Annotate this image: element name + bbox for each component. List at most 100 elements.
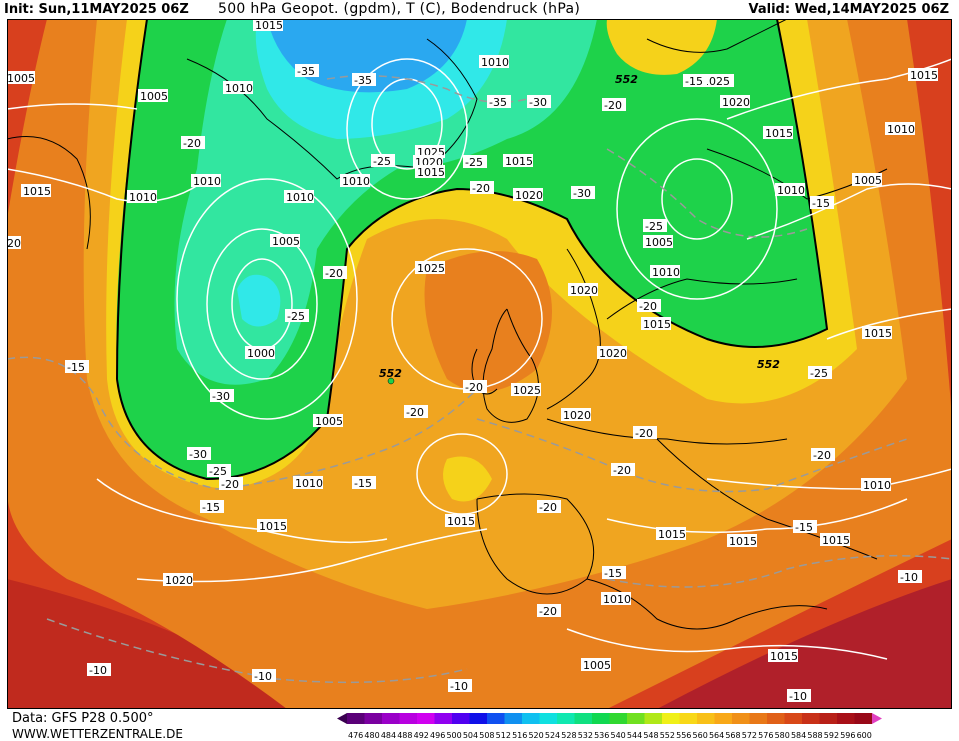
pressure-label: 1015 <box>768 649 798 663</box>
pressure-label-text: 1005 <box>645 236 673 249</box>
colorbar-tick-label: 572 <box>742 731 757 740</box>
pressure-labels: 1015 1005 1010 1015 1010 1005 1000 1005 … <box>7 19 938 672</box>
website-link[interactable]: WWW.WETTERZENTRALE.DE <box>12 727 183 741</box>
temp-label: -15 <box>65 360 89 374</box>
temp-label: -10 <box>787 689 811 703</box>
temp-label-text: -20 <box>465 381 483 394</box>
temp-label-text: -10 <box>789 690 807 703</box>
colorbar-swatch <box>434 713 452 724</box>
temp-label: -10 <box>898 570 922 584</box>
pressure-label-text: 20 <box>7 237 21 250</box>
pressure-label: 1010 <box>340 174 370 188</box>
height-label: 552 <box>379 367 402 380</box>
pressure-label: 1025 <box>415 261 445 275</box>
temp-label: -25 <box>371 154 395 168</box>
pressure-label: 1010 <box>191 174 221 188</box>
pressure-label-text: 1020 <box>570 284 598 297</box>
colorbar-swatch <box>644 713 662 724</box>
pressure-label: 1010 <box>284 190 314 204</box>
temp-label: -25 <box>808 366 832 380</box>
temp-label: -35 <box>352 73 376 87</box>
pressure-label: 1025 <box>700 74 734 88</box>
colorbar-tick-label: 580 <box>775 731 790 740</box>
temp-label: -20 <box>602 98 626 112</box>
temp-label: -30 <box>571 186 595 200</box>
cyan-low-west <box>237 274 281 327</box>
pressure-label-text: 1010 <box>225 82 253 95</box>
colorbar-tick-label: 544 <box>627 731 642 740</box>
colorbar-swatch <box>592 713 610 724</box>
temp-label-text: -20 <box>639 300 657 313</box>
pressure-label-text: 1015 <box>864 327 892 340</box>
colorbar-swatch <box>837 713 855 724</box>
colorbar-tick-label: 528 <box>561 731 576 740</box>
temp-label-text: -20 <box>604 99 622 112</box>
pressure-label-text: 1020 <box>722 96 750 109</box>
temp-label: -15 <box>200 500 224 514</box>
pressure-label: 1010 <box>293 476 323 490</box>
colorbar-legend: 476 480 484 488 492 496 500 504 508 512 516 520 524 5… <box>337 713 882 740</box>
contour-552 <box>115 19 829 481</box>
data-source: Data: GFS P28 0.500° <box>12 711 154 726</box>
pressure-label-text: 1015 <box>447 515 475 528</box>
pressure-label: 1015 <box>763 126 793 140</box>
temp-label: -20 <box>637 299 661 313</box>
temp-label: -25 <box>285 309 309 323</box>
pressure-label: 1005 <box>581 658 611 672</box>
pressure-label-text: 1015 <box>505 155 533 168</box>
pressure-label: 20 <box>7 236 21 250</box>
temp-label: -15 <box>602 566 626 580</box>
temp-label-text: -20 <box>221 478 239 491</box>
colorbar-swatch <box>347 713 365 724</box>
pressure-label-text: 1005 <box>140 90 168 103</box>
pressure-label-text: 1015 <box>658 528 686 541</box>
colorbar-tick-label: 584 <box>791 731 806 740</box>
pressure-label-text: 1015 <box>765 127 793 140</box>
dark-red-region-se <box>657 579 952 709</box>
pressure-label-text: 1005 <box>583 659 611 672</box>
temp-label: -30 <box>210 389 234 403</box>
temp-label-text: -15 <box>202 501 220 514</box>
colorbar-swatch <box>364 713 382 724</box>
colorbar-tick-label: 600 <box>857 731 872 740</box>
temp-label-text: -25 <box>465 156 483 169</box>
colorbar-tick-label: 564 <box>709 731 724 740</box>
temp-label-text: -10 <box>450 680 468 693</box>
temp-label-text: -15 <box>795 521 813 534</box>
pressure-label: 1015 <box>257 519 287 533</box>
isobars <box>7 58 952 660</box>
colorbar-tick-label: 556 <box>676 731 691 740</box>
pressure-label-text: 1000 <box>247 347 275 360</box>
pressure-label: 1000 <box>245 346 275 360</box>
pressure-label-text: 1010 <box>193 175 221 188</box>
temp-label: -20 <box>811 448 835 462</box>
colorbar-tick-label: 588 <box>807 731 822 740</box>
pressure-label: 1010 <box>479 55 509 69</box>
pressure-label: 1015 <box>253 19 283 32</box>
pressure-label-text: 1005 <box>272 235 300 248</box>
colorbar-tick-label: 504 <box>463 731 478 740</box>
valid-time: Valid: Wed,14MAY2025 06Z <box>748 2 949 17</box>
colorbar-swatch <box>539 713 557 724</box>
temp-label: -20 <box>633 426 657 440</box>
pressure-label-text: 1010 <box>863 479 891 492</box>
colorbar-swatch <box>557 713 575 724</box>
colorbar-swatch <box>697 713 715 724</box>
temp-label-text: -20 <box>406 406 424 419</box>
temp-label: -20 <box>463 380 487 394</box>
pressure-label: 1010 <box>885 122 915 136</box>
colorbar-tick-label: 500 <box>446 731 461 740</box>
yellow-ridge-north <box>606 19 717 75</box>
pressure-label-text: 1025 <box>513 384 541 397</box>
pressure-label-text: 1015 <box>255 19 283 32</box>
pressure-label: 1005 <box>138 89 168 103</box>
pressure-label: 1010 <box>601 592 631 606</box>
temp-label: -20 <box>219 477 243 491</box>
temp-label: -15 <box>683 74 707 88</box>
height-label: 552 <box>757 358 780 371</box>
temperature-labels: -35 -35 -35 -30 -25 -20 -20 -25 -30 -30 … <box>65 64 922 703</box>
colorbar-swatch <box>819 713 837 724</box>
temp-label-text: -25 <box>209 465 227 478</box>
pressure-label: 1015 <box>641 317 671 331</box>
pressure-label: 1020 <box>561 408 591 422</box>
